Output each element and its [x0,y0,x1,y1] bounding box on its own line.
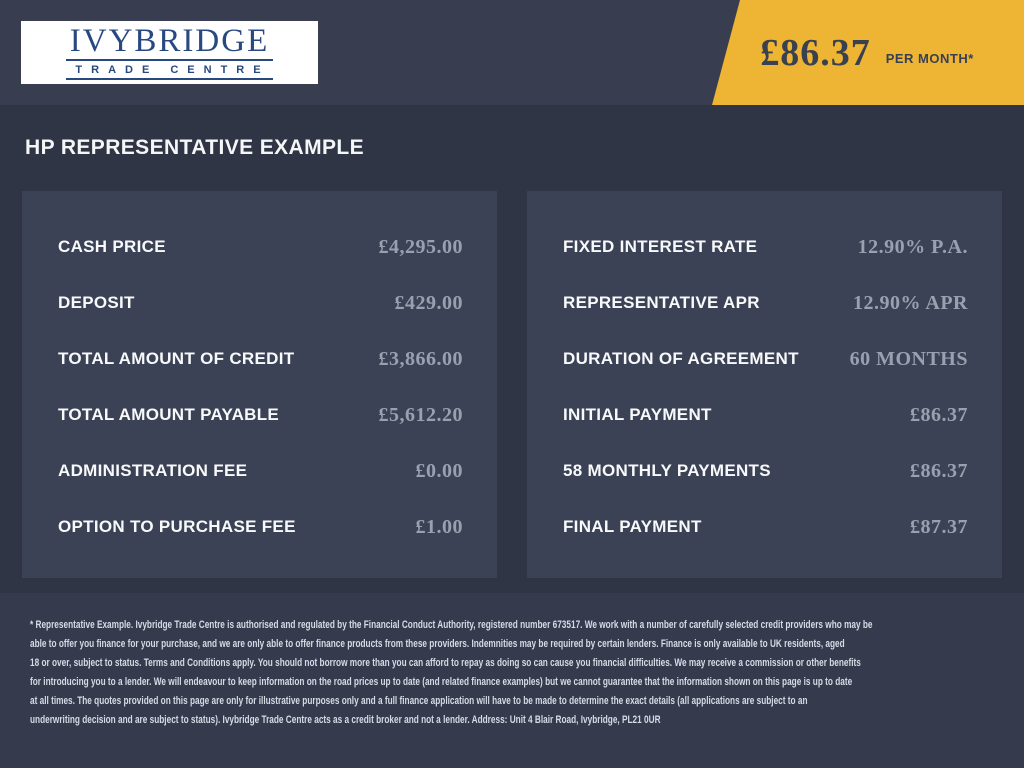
disclaimer-line: * Representative Example. Ivybridge Trad… [30,619,873,631]
main-section: HP REPRESENTATIVE EXAMPLE CASH PRICE £4,… [0,105,1024,593]
finance-row-initial-payment: INITIAL PAYMENT £86.37 [563,387,968,443]
finance-label: ADMINISTRATION FEE [58,461,248,480]
finance-panel-right: FIXED INTEREST RATE 12.90% P.A. REPRESEN… [527,191,1002,578]
disclaimer-footer: * Representative Example. Ivybridge Trad… [0,593,1024,768]
finance-value: 12.90% APR [853,291,968,314]
disclaimer-line: at all times. The quotes provided on thi… [30,695,808,707]
finance-row-option-fee: OPTION TO PURCHASE FEE £1.00 [58,499,463,555]
finance-value: £1.00 [415,515,463,538]
finance-value: £86.37 [910,403,968,426]
finance-row-final-payment: FINAL PAYMENT £87.37 [563,499,968,555]
finance-label: CASH PRICE [58,237,166,256]
disclaimer-line: for introducing you to a lender. We will… [30,676,853,688]
logo-subtitle: TRADE CENTRE [65,61,274,80]
finance-value: 60 MONTHS [849,347,968,370]
finance-label: TOTAL AMOUNT PAYABLE [58,405,280,424]
finance-row-interest-rate: FIXED INTEREST RATE 12.90% P.A. [563,219,968,275]
disclaimer-line: underwriting decision and are subject to… [30,714,661,726]
finance-label: 58 MONTHLY PAYMENTS [563,461,771,480]
finance-value: 12.90% P.A. [857,235,968,258]
finance-value: £5,612.20 [378,403,463,426]
finance-label: DEPOSIT [58,293,135,312]
finance-label: DURATION OF AGREEMENT [563,349,799,368]
finance-value: £0.00 [415,459,463,482]
finance-label: TOTAL AMOUNT OF CREDIT [58,349,295,368]
finance-row-deposit: DEPOSIT £429.00 [58,275,463,331]
monthly-price: £86.37 [760,31,871,74]
finance-row-monthly-payments: 58 MONTHLY PAYMENTS £86.37 [563,443,968,499]
finance-value: £86.37 [910,459,968,482]
finance-row-admin-fee: ADMINISTRATION FEE £0.00 [58,443,463,499]
finance-label: OPTION TO PURCHASE FEE [58,517,296,536]
finance-row-total-credit: TOTAL AMOUNT OF CREDIT £3,866.00 [58,331,463,387]
disclaimer-line: 18 or over, subject to status. Terms and… [30,657,861,669]
dealer-logo-inner: IVYBRIDGE TRADE CENTRE [65,25,274,80]
finance-value: £3,866.00 [378,347,463,370]
finance-row-apr: REPRESENTATIVE APR 12.90% APR [563,275,968,331]
finance-row-duration: DURATION OF AGREEMENT 60 MONTHS [563,331,968,387]
finance-panels: CASH PRICE £4,295.00 DEPOSIT £429.00 TOT… [22,191,1002,578]
monthly-price-suffix: PER MONTH* [885,51,974,66]
finance-panel-left: CASH PRICE £4,295.00 DEPOSIT £429.00 TOT… [22,191,497,578]
finance-value: £429.00 [394,291,463,314]
finance-row-total-payable: TOTAL AMOUNT PAYABLE £5,612.20 [58,387,463,443]
disclaimer-line: able to offer you finance for your purch… [30,638,845,650]
dealer-logo: IVYBRIDGE TRADE CENTRE [21,21,318,84]
finance-label: FINAL PAYMENT [563,517,702,536]
monthly-price-ribbon: £86.37 PER MONTH* [712,0,1024,105]
finance-label: INITIAL PAYMENT [563,405,712,424]
finance-label: REPRESENTATIVE APR [563,293,760,312]
finance-label: FIXED INTEREST RATE [563,237,758,256]
finance-value: £4,295.00 [378,235,463,258]
page-title: HP REPRESENTATIVE EXAMPLE [25,136,365,159]
header-band: IVYBRIDGE TRADE CENTRE £86.37 PER MONTH* [0,0,1024,105]
finance-row-cash-price: CASH PRICE £4,295.00 [58,219,463,275]
finance-value: £87.37 [910,515,968,538]
logo-name: IVYBRIDGE [65,25,274,61]
